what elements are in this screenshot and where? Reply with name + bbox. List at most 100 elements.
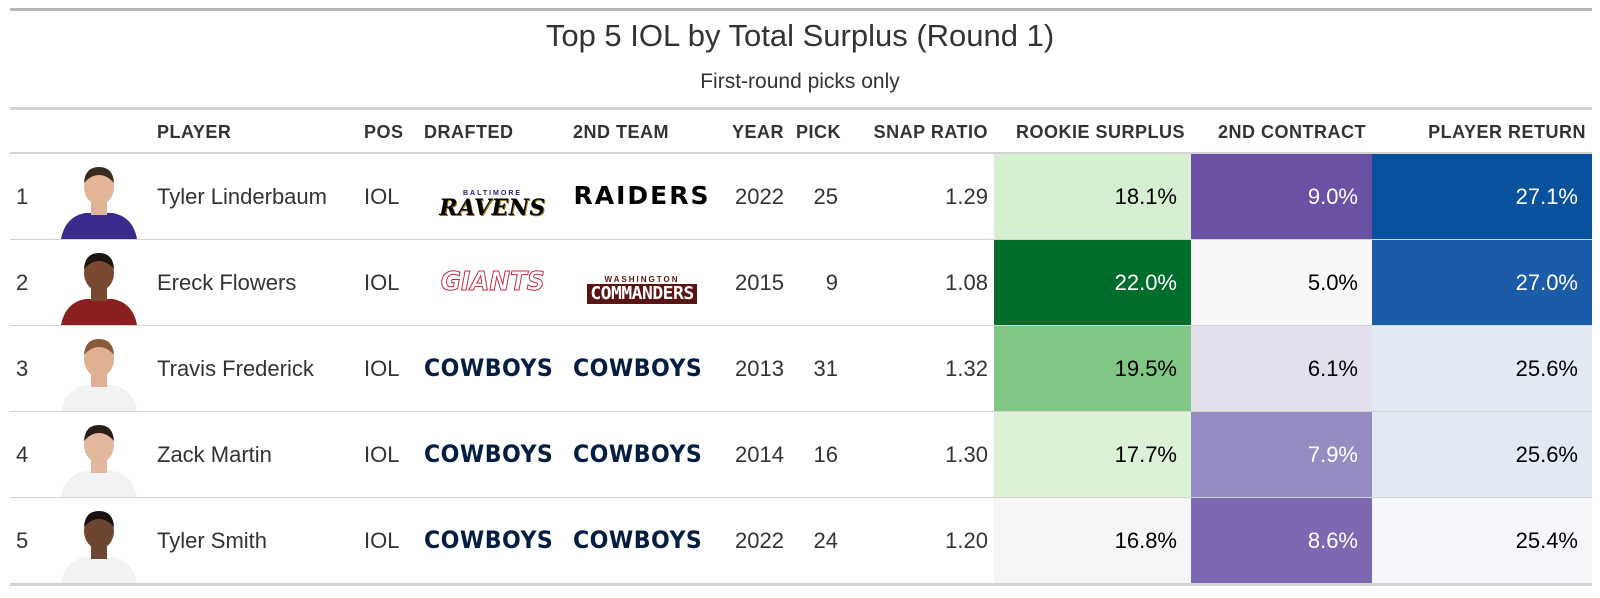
rookie-surplus-cell: 16.8%: [994, 497, 1191, 586]
cowboys-logo: COWBOYS: [573, 525, 703, 554]
rank-cell: 1: [10, 153, 46, 240]
player-headshot-icon: [60, 510, 137, 582]
header-row: PLAYER POS DRAFTED 2ND TEAM YEAR PICK SN…: [10, 112, 1592, 153]
raiders-logo: RAIDERS: [573, 181, 711, 210]
player-headshot-icon: [60, 338, 137, 411]
player-headshot-icon: [60, 166, 137, 239]
table-row: 5 Tyler Smith IOL COWBOYS COWBOYS 2022 24 1.20 1…: [10, 497, 1592, 586]
drafted-team-cell: COWBOYS: [418, 325, 567, 412]
drafted-logo-wordmark: RAVENS: [439, 194, 546, 221]
header-rank: [10, 112, 46, 153]
second-contract-cell: 5.0%: [1191, 239, 1372, 326]
header-snap-ratio: SNAP RATIO: [873, 121, 988, 142]
pos-cell: IOL: [358, 497, 418, 586]
second-team-logo-wordmark: COMMANDERS: [587, 283, 697, 304]
player-return-cell: 27.0%: [1372, 239, 1592, 326]
pos-cell: IOL: [358, 153, 418, 240]
cowboys-logo: COWBOYS: [424, 439, 554, 468]
headshot-cell: [46, 497, 151, 586]
headshot-cell: [46, 411, 151, 498]
header-player-return: PLAYER RETURN: [1428, 121, 1586, 142]
drafted-team-cell: COWBOYS: [418, 497, 567, 586]
header-second-team: 2ND TEAM: [573, 121, 670, 142]
player-return-cell: 25.4%: [1372, 497, 1592, 586]
second-team-cell: RAIDERS: [567, 153, 717, 240]
second-team-cell: COWBOYS: [567, 325, 717, 412]
header-top-rule: [10, 107, 1592, 110]
second-contract-cell: 9.0%: [1191, 153, 1372, 240]
header-player: PLAYER: [157, 121, 232, 142]
rookie-surplus-cell: 17.7%: [994, 411, 1191, 498]
table-subtitle: First-round picks only: [700, 70, 900, 93]
rank-cell: 2: [10, 239, 46, 326]
rank-cell: 5: [10, 497, 46, 586]
second-team-cell: COWBOYS: [567, 411, 717, 498]
player-return-cell: 27.1%: [1372, 153, 1592, 240]
player-name-cell: Ereck Flowers: [151, 239, 358, 326]
ravens-logo: BALTIMORE RAVENS: [439, 190, 546, 219]
year-cell: 2022: [717, 153, 790, 240]
rookie-surplus-cell: 19.5%: [994, 325, 1191, 412]
rookie-surplus-cell: 18.1%: [994, 153, 1191, 240]
header-drafted: DRAFTED: [424, 121, 514, 142]
rookie-surplus-cell: 22.0%: [994, 239, 1191, 326]
snap-ratio-cell: 1.32: [844, 325, 994, 412]
player-name-cell: Tyler Linderbaum: [151, 153, 358, 240]
year-cell: 2013: [717, 325, 790, 412]
pos-cell: IOL: [358, 325, 418, 412]
second-contract-cell: 7.9%: [1191, 411, 1372, 498]
header-year: YEAR: [731, 121, 784, 142]
pos-cell: IOL: [358, 411, 418, 498]
snap-ratio-cell: 1.08: [844, 239, 994, 326]
surplus-table: PLAYER POS DRAFTED 2ND TEAM YEAR PICK SN…: [10, 112, 1592, 586]
headshot-cell: [46, 153, 151, 240]
headshot-cell: [46, 239, 151, 326]
second-team-logo-supertext: WASHINGTON: [604, 274, 680, 284]
drafted-logo-supertext: BALTIMORE: [462, 189, 523, 197]
pick-cell: 25: [790, 153, 844, 240]
second-contract-cell: 8.6%: [1191, 497, 1372, 586]
drafted-team-cell: COWBOYS: [418, 411, 567, 498]
player-name-cell: Zack Martin: [151, 411, 358, 498]
cowboys-logo: COWBOYS: [573, 353, 703, 382]
table-row: 2 Ereck Flowers IOL GIANTS WASHINGTON COMMAND…: [10, 239, 1592, 326]
year-cell: 2014: [717, 411, 790, 498]
cowboys-logo: COWBOYS: [573, 439, 703, 468]
rank-cell: 3: [10, 325, 46, 412]
header-headshot: [46, 112, 151, 153]
table-row: 4 Zack Martin IOL COWBOYS COWBOYS 2014 16 1.30 1…: [10, 411, 1592, 498]
player-name-cell: Travis Frederick: [151, 325, 358, 412]
player-return-cell: 25.6%: [1372, 411, 1592, 498]
table-body: 1 Tyler Linderbaum IOL BALTIMORE RAVENS RAIDE…: [10, 153, 1592, 586]
pos-cell: IOL: [358, 239, 418, 326]
second-team-cell: WASHINGTON COMMANDERS: [567, 239, 717, 326]
year-cell: 2022: [717, 497, 790, 586]
drafted-team-cell: GIANTS: [418, 239, 567, 326]
drafted-team-cell: BALTIMORE RAVENS: [418, 153, 567, 240]
pick-cell: 24: [790, 497, 844, 586]
player-return-cell: 25.6%: [1372, 325, 1592, 412]
snap-ratio-cell: 1.30: [844, 411, 994, 498]
table-title: Top 5 IOL by Total Surplus (Round 1): [545, 18, 1055, 53]
rank-cell: 4: [10, 411, 46, 498]
header-pick: PICK: [796, 121, 842, 142]
player-headshot-icon: [60, 252, 137, 325]
pick-cell: 31: [790, 325, 844, 412]
commanders-logo: WASHINGTON COMMANDERS: [587, 274, 697, 304]
snap-ratio-cell: 1.29: [844, 153, 994, 240]
player-headshot-icon: [60, 424, 137, 497]
second-team-cell: COWBOYS: [567, 497, 717, 586]
cowboys-logo: COWBOYS: [424, 525, 554, 554]
header-second-contract: 2ND CONTRACT: [1218, 121, 1366, 142]
second-contract-cell: 6.1%: [1191, 325, 1372, 412]
table-top-rule: [10, 8, 1592, 11]
giants-logo: GIANTS: [440, 267, 545, 297]
header-pos: POS: [364, 121, 404, 142]
table-row: 3 Travis Frederick IOL COWBOYS COWBOYS 2013 31…: [10, 325, 1592, 412]
header-rookie-surplus: ROOKIE SURPLUS: [1015, 121, 1185, 142]
player-name-cell: Tyler Smith: [151, 497, 358, 586]
table-row: 1 Tyler Linderbaum IOL BALTIMORE RAVENS RAIDE…: [10, 153, 1592, 240]
pick-cell: 9: [790, 239, 844, 326]
snap-ratio-cell: 1.20: [844, 497, 994, 586]
headshot-cell: [46, 325, 151, 412]
